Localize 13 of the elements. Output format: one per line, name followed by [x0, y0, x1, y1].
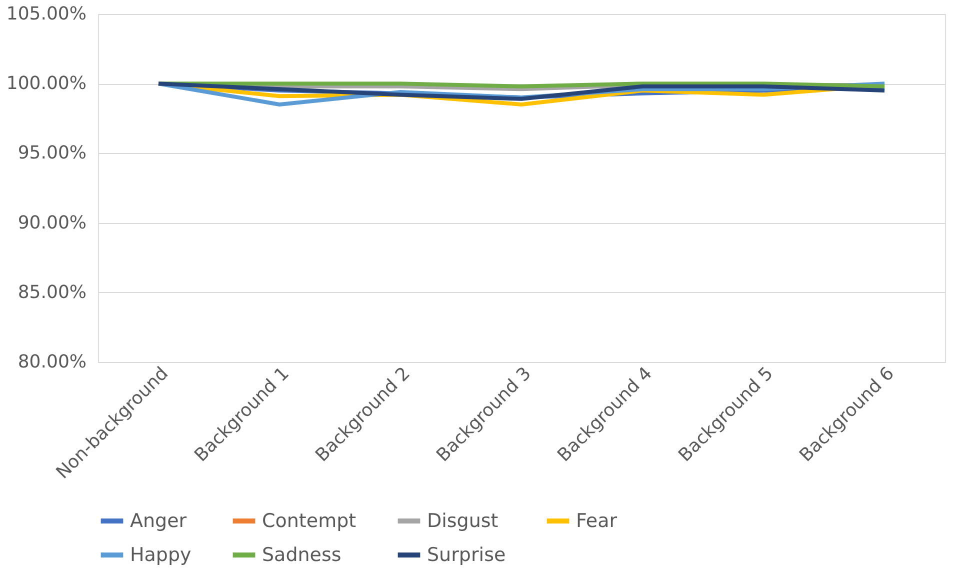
- legend-label: Anger: [130, 510, 187, 532]
- legend-label: Surprise: [427, 544, 506, 566]
- y-tick-label: 100.00%: [6, 73, 86, 94]
- legend-label: Contempt: [262, 510, 356, 532]
- legend-label: Fear: [576, 510, 618, 532]
- legend-label: Sadness: [262, 544, 342, 566]
- y-tick-label: 90.00%: [18, 212, 86, 234]
- y-tick-label: 105.00%: [6, 4, 86, 24]
- y-tick-label: 85.00%: [18, 282, 86, 303]
- legend-label: Happy: [130, 544, 192, 566]
- y-tick-label: 80.00%: [18, 352, 86, 372]
- y-tick-label: 95.00%: [18, 142, 86, 164]
- legend-label: Disgust: [427, 510, 498, 532]
